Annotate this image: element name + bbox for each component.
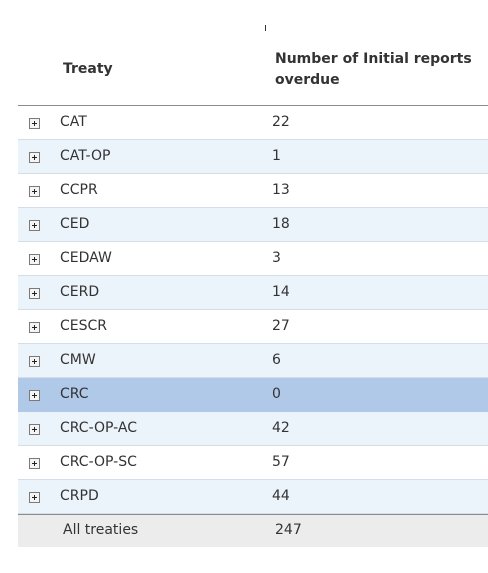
table-row[interactable]: CRC-OP-AC 42 — [18, 412, 488, 446]
treaty-name: CRC-OP-AC — [60, 420, 138, 436]
table-row[interactable]: CESCR 27 — [18, 310, 488, 344]
overdue-count: 14 — [272, 284, 290, 300]
table-row[interactable]: CAT-OP 1 — [18, 140, 488, 174]
overdue-count: 13 — [272, 182, 290, 198]
treaty-name: CAT — [60, 114, 87, 130]
expand-plus-icon[interactable] — [29, 356, 40, 367]
expand-plus-icon[interactable] — [29, 322, 40, 333]
table-row[interactable]: CCPR 13 — [18, 174, 488, 208]
table-row[interactable]: CRC 0 — [18, 378, 488, 412]
treaty-name: CRC-OP-SC — [60, 454, 137, 470]
expand-plus-icon[interactable] — [29, 458, 40, 469]
table-header: Treaty Number of Initial reports overdue — [18, 38, 488, 106]
table-footer-total: All treaties 247 — [18, 514, 488, 547]
overdue-count: 0 — [272, 386, 281, 402]
overdue-count: 6 — [272, 352, 281, 368]
table-row[interactable]: CEDAW 3 — [18, 242, 488, 276]
overdue-count: 22 — [272, 114, 290, 130]
expand-plus-icon[interactable] — [29, 492, 40, 503]
table-row[interactable]: CED 18 — [18, 208, 488, 242]
overdue-count: 42 — [272, 420, 290, 436]
treaty-name: CCPR — [60, 182, 98, 198]
overdue-count: 27 — [272, 318, 290, 334]
table-row[interactable]: CMW 6 — [18, 344, 488, 378]
expand-plus-icon[interactable] — [29, 254, 40, 265]
column-header-treaty[interactable]: Treaty — [63, 61, 113, 77]
treaty-name: CMW — [60, 352, 96, 368]
expand-plus-icon[interactable] — [29, 118, 40, 129]
column-header-count[interactable]: Number of Initial reports overdue — [275, 51, 472, 88]
overdue-count: 3 — [272, 250, 281, 266]
treaty-name: CED — [60, 216, 90, 232]
expand-plus-icon[interactable] — [29, 152, 40, 163]
treaty-name: CERD — [60, 284, 100, 300]
expand-plus-icon[interactable] — [29, 424, 40, 435]
expand-plus-icon[interactable] — [29, 390, 40, 401]
table-row[interactable]: CERD 14 — [18, 276, 488, 310]
treaty-name: CRPD — [60, 488, 99, 504]
expand-plus-icon[interactable] — [29, 186, 40, 197]
treaty-name: CEDAW — [60, 250, 112, 266]
overdue-count: 57 — [272, 454, 290, 470]
table-row[interactable]: CRC-OP-SC 57 — [18, 446, 488, 480]
table-row[interactable]: CAT 22 — [18, 106, 488, 140]
total-label: All treaties — [63, 522, 139, 538]
expand-plus-icon[interactable] — [29, 288, 40, 299]
overdue-count: 44 — [272, 488, 290, 504]
overdue-count: 18 — [272, 216, 290, 232]
overdue-reports-table: Treaty Number of Initial reports overdue… — [18, 38, 488, 547]
table-body: CAT 22 CAT-OP 1 CCPR 13 CED 18 CEDAW 3 CERD 14 CESCR… — [18, 106, 488, 514]
overdue-count: 1 — [272, 148, 281, 164]
tick-mark — [265, 25, 266, 31]
treaty-name: CESCR — [60, 318, 108, 334]
total-value: 247 — [275, 522, 302, 538]
expand-plus-icon[interactable] — [29, 220, 40, 231]
table-row[interactable]: CRPD 44 — [18, 480, 488, 514]
treaty-name: CAT-OP — [60, 148, 111, 164]
treaty-name: CRC — [60, 386, 89, 402]
